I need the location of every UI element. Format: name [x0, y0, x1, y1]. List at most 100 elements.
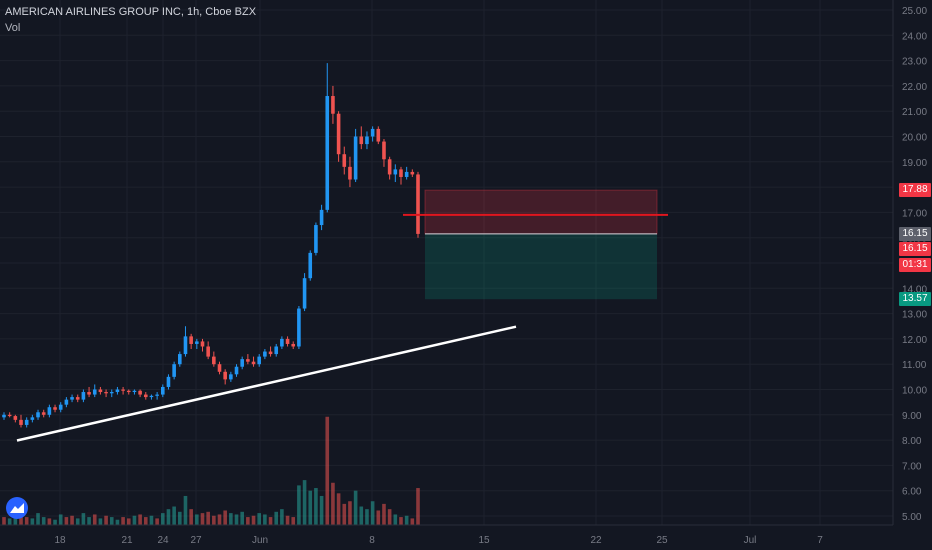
time-tick-label: 27	[190, 535, 202, 546]
price-tick-label: 8.00	[902, 436, 922, 447]
candle-body	[166, 376, 171, 387]
volume-bar	[143, 517, 148, 525]
candle-body	[223, 371, 227, 380]
price-tick-label: 24.00	[902, 31, 927, 42]
price-tick-label: 25.00	[902, 6, 927, 17]
time-tick-label: 7	[817, 535, 823, 546]
volume-bar	[319, 495, 324, 525]
volume-bar	[274, 511, 279, 525]
time-tick-label: 25	[656, 535, 668, 546]
volume-bar	[285, 515, 290, 525]
candle-body	[81, 392, 86, 400]
candle-body	[234, 366, 239, 375]
grid-lines	[0, 0, 893, 525]
candle-body	[353, 136, 358, 180]
candle-body	[325, 96, 330, 210]
price-tick-label: 7.00	[902, 461, 922, 472]
symbol-title: AMERICAN AIRLINES GROUP INC, 1h, Cboe BZ…	[5, 6, 257, 18]
volume-bars	[2, 416, 420, 525]
volume-bar	[348, 501, 352, 525]
time-tick-label: Jun	[252, 535, 268, 546]
candle-body	[70, 397, 74, 400]
price-tick-label: 11.00	[902, 360, 927, 371]
volume-bar	[149, 515, 154, 525]
time-tick-label: 24	[157, 535, 169, 546]
candle-body	[41, 412, 46, 415]
volume-bar	[212, 515, 216, 525]
candle-body	[274, 346, 279, 355]
volume-bar	[257, 513, 262, 525]
trendline	[16, 325, 517, 442]
volume-bar	[280, 509, 284, 525]
candle-body	[263, 351, 267, 357]
risk-zone	[425, 233, 657, 300]
volume-bar	[336, 493, 341, 525]
volume-bar	[166, 509, 171, 525]
candle-series	[2, 63, 420, 428]
price-tick-label: 22.00	[902, 82, 927, 93]
candle-body	[200, 341, 205, 347]
drawing-overlays[interactable]	[0, 0, 894, 526]
volume-bar	[416, 488, 420, 525]
candle-body	[104, 392, 108, 394]
price-tick-label: 12.00	[902, 335, 927, 346]
volume-bar	[404, 515, 409, 525]
volume-bar	[178, 511, 182, 525]
volume-bar	[370, 501, 375, 525]
candle-body	[13, 416, 18, 420]
volume-bar	[75, 518, 80, 525]
volume-bar	[206, 511, 210, 525]
volume-bar	[160, 513, 165, 525]
tradingview-logo-icon[interactable]	[6, 497, 28, 519]
candle-body	[268, 351, 273, 355]
volume-bar	[98, 518, 103, 525]
candle-body	[251, 361, 256, 365]
volume-bar	[200, 513, 205, 525]
volume-bar	[399, 517, 403, 525]
volume-bar	[132, 515, 137, 525]
candle-body	[387, 159, 392, 175]
time-tick-label: 8	[369, 535, 375, 546]
volume-bar	[109, 517, 114, 525]
time-tick-label: Jul	[744, 535, 757, 546]
candle-body	[98, 389, 103, 393]
price-tick-label: 19.00	[902, 158, 927, 169]
volume-bar	[81, 513, 86, 525]
volume-bar	[342, 503, 347, 525]
candle-body	[410, 171, 415, 175]
candle-body	[291, 343, 296, 347]
price-tick-label: 21.00	[902, 107, 927, 118]
volume-bar	[251, 515, 256, 525]
volume-bar	[325, 416, 330, 525]
candle-body	[121, 389, 125, 391]
volume-bar	[36, 513, 40, 525]
volume-bar	[47, 518, 52, 525]
volume-bar	[223, 510, 227, 525]
time-tick-label: 22	[590, 535, 602, 546]
volume-bar	[138, 514, 142, 525]
volume-bar	[121, 517, 125, 525]
volume-bar	[13, 515, 18, 525]
candle-body	[75, 397, 80, 400]
volume-bar	[41, 517, 46, 525]
candle-body	[195, 341, 199, 344]
candle-body	[7, 414, 12, 417]
candle-body	[359, 136, 364, 145]
volume-bar	[115, 519, 120, 525]
volume-bar	[189, 509, 193, 525]
candle-body	[257, 356, 262, 365]
candle-body	[308, 252, 313, 279]
candle-body	[319, 209, 324, 226]
volume-bar	[291, 517, 296, 525]
candle-body	[115, 389, 120, 393]
price-tick-label: 6.00	[902, 487, 922, 498]
candle-body	[189, 336, 193, 344]
volume-bar	[70, 515, 74, 525]
candle-body	[416, 174, 420, 234]
volume-bar	[382, 503, 386, 525]
volume-bar	[240, 511, 244, 525]
candle-body	[143, 394, 148, 398]
candle-body	[393, 169, 398, 175]
time-axis[interactable]: 18 21 24 27 Jun 8 15 22 25 Jul 7	[54, 535, 823, 546]
